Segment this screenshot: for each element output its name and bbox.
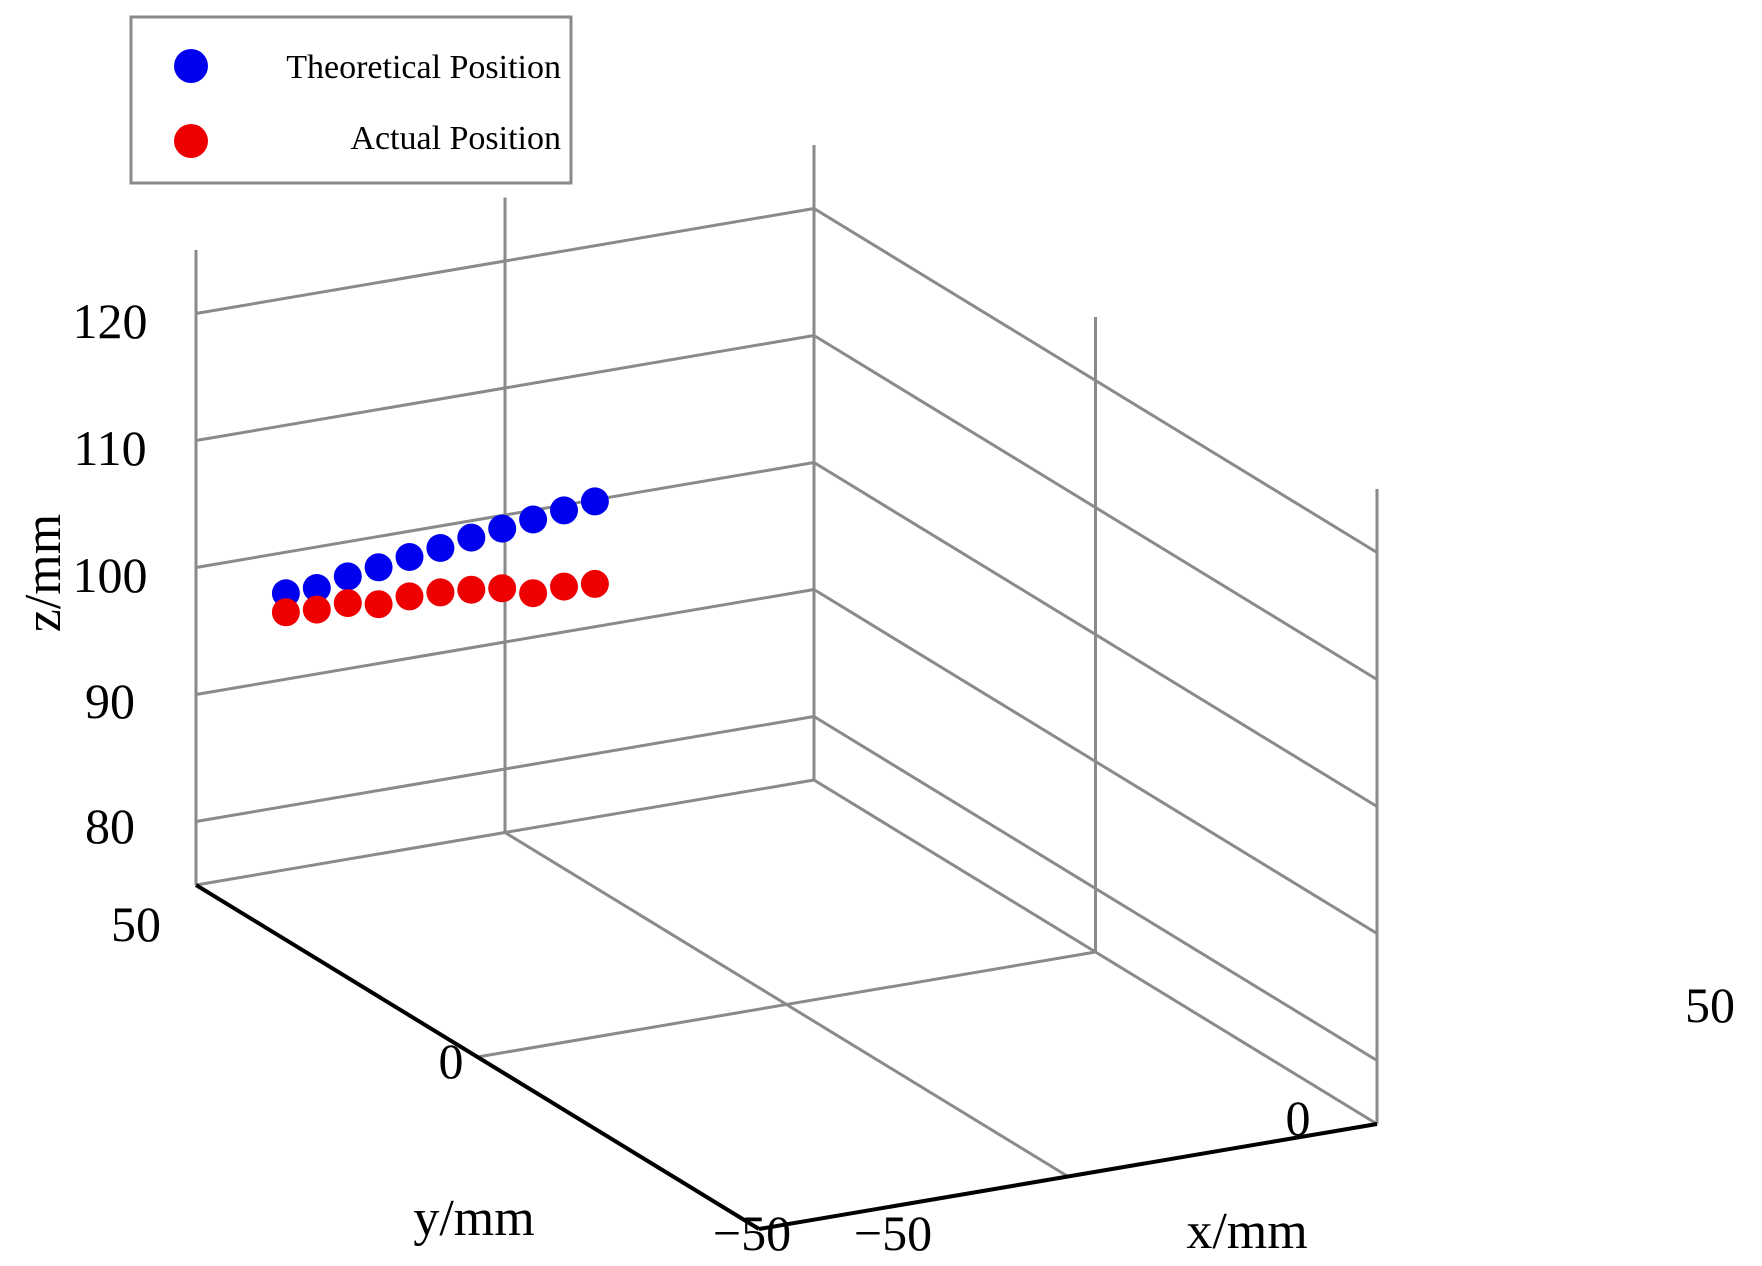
x-tick-label: 0 — [1286, 1090, 1311, 1146]
legend-label-actual: Actual Position — [350, 120, 561, 157]
legend-box — [129, 15, 573, 185]
y-tick-label: −50 — [713, 1205, 791, 1261]
actual-position-point — [580, 569, 609, 598]
tick-labels: 80 90 100 110 120 50 0 −50 −50 0 50 — [73, 293, 1736, 1261]
actual-position-point — [302, 595, 331, 624]
grid-lines — [194, 145, 1379, 1178]
y-tick-label: 50 — [111, 896, 161, 952]
x-tick-label: −50 — [854, 1205, 932, 1261]
y-tick-label: 0 — [439, 1033, 464, 1089]
x-axis-line — [758, 1122, 1378, 1231]
z-axis-label: z/mm — [15, 514, 72, 632]
actual-position-point — [333, 589, 362, 618]
x-axis-label: x/mm — [1186, 1203, 1307, 1260]
z-tick-label: 80 — [85, 798, 135, 854]
y-axis-label: y/mm — [413, 1190, 534, 1247]
theoretical-position-point — [488, 514, 517, 543]
theoretical-position-point — [426, 534, 455, 562]
theoretical-position-point — [302, 574, 331, 602]
y-axis-line — [194, 883, 761, 1231]
theoretical-position-point — [457, 523, 486, 552]
actual-position-point — [550, 572, 578, 601]
actual-position-point — [271, 598, 300, 627]
actual-position-point — [364, 590, 393, 619]
z-tick-label: 90 — [85, 673, 135, 729]
theoretical-position-point — [550, 496, 578, 525]
actual-position-point — [488, 574, 517, 603]
actual-position-point — [519, 579, 548, 608]
actual-position-point — [395, 582, 424, 611]
actual-position-point — [426, 578, 455, 607]
data-points — [271, 487, 609, 627]
actual-position-point — [457, 575, 486, 604]
z-tick-label: 110 — [73, 420, 146, 476]
theoretical-position-point — [395, 543, 424, 571]
z-tick-label: 120 — [73, 293, 148, 349]
legend-label-theoretical: Theoretical Position — [286, 49, 561, 86]
theoretical-position-point — [519, 505, 548, 534]
theoretical-position-point — [333, 562, 362, 591]
grid-line-floor — [504, 831, 1069, 1178]
z-tick-label: 100 — [73, 547, 148, 603]
theoretical-position-point — [364, 553, 393, 582]
legend: Theoretical Position Actual Position — [129, 15, 573, 185]
x-tick-label: 50 — [1685, 977, 1735, 1033]
legend-marker-actual — [174, 124, 208, 158]
legend-marker-theoretical — [174, 49, 208, 83]
axis-lines — [194, 883, 1378, 1231]
theoretical-position-point — [580, 487, 609, 516]
